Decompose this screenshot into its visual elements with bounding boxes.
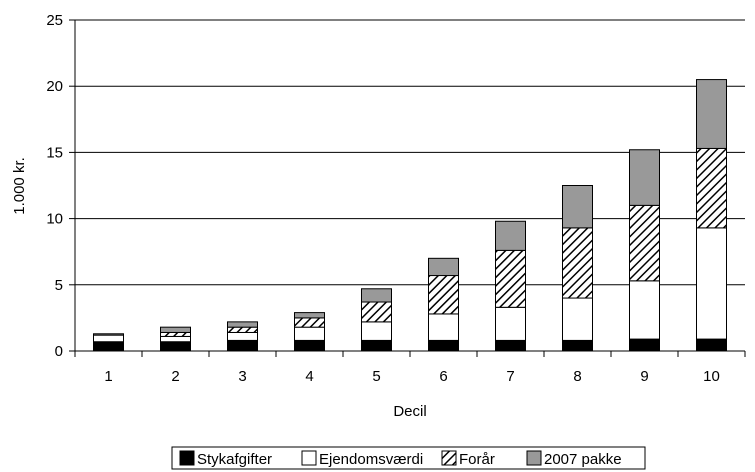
bar-segment-4-decil-8 bbox=[562, 185, 593, 229]
legend-swatch bbox=[441, 450, 457, 466]
x-tick-label: 4 bbox=[305, 368, 313, 385]
x-tick-label: 3 bbox=[238, 368, 246, 385]
y-axis-label: 1.000 kr. bbox=[11, 157, 28, 215]
bar-segment-4-decil-9 bbox=[629, 149, 660, 206]
bar-segment-3-decil-9 bbox=[629, 204, 660, 282]
x-tick-label: 9 bbox=[640, 368, 648, 385]
bar-segment-4-decil-6 bbox=[428, 257, 459, 277]
bar-segment-2-decil-4 bbox=[294, 326, 325, 341]
bar-segment-1-decil-10 bbox=[696, 338, 727, 352]
axes bbox=[69, 19, 746, 357]
bar-segment-1-decil-3 bbox=[227, 339, 258, 352]
y-tick-label: 0 bbox=[55, 343, 63, 360]
bar-segment-3-decil-6 bbox=[428, 275, 459, 315]
bar-segment-3-decil-8 bbox=[562, 227, 593, 299]
bar-segment-1-decil-2 bbox=[160, 341, 191, 352]
bars bbox=[93, 79, 727, 352]
bar-segment-1-decil-4 bbox=[294, 339, 325, 352]
x-tick-label: 2 bbox=[171, 368, 179, 385]
legend-label: Forår bbox=[459, 451, 495, 468]
bar-segment-4-decil-3 bbox=[227, 321, 258, 328]
bar-segment-2-decil-3 bbox=[227, 331, 258, 341]
x-tick-label: 7 bbox=[506, 368, 514, 385]
x-tick-label: 6 bbox=[439, 368, 447, 385]
bar-segment-4-decil-2 bbox=[160, 326, 191, 333]
legend-label: 2007 pakke bbox=[544, 451, 622, 468]
bar-segment-2-decil-7 bbox=[495, 306, 526, 341]
bar-segment-3-decil-10 bbox=[696, 147, 727, 229]
x-tick-label: 8 bbox=[573, 368, 581, 385]
bar-segment-4-decil-7 bbox=[495, 220, 526, 251]
bar-segment-1-decil-1 bbox=[93, 341, 124, 352]
bar-segment-3-decil-2 bbox=[160, 331, 191, 337]
bar-segment-4-decil-1 bbox=[93, 333, 124, 336]
bar-segment-2-decil-6 bbox=[428, 313, 459, 341]
bar-segment-1-decil-8 bbox=[562, 339, 593, 352]
legend: Stykafgifter Ejendomsværdi Forår 2007 pakke bbox=[171, 446, 646, 470]
y-tick-label: 5 bbox=[55, 277, 63, 294]
bar-segment-1-decil-5 bbox=[361, 339, 392, 352]
bar-segment-1-decil-6 bbox=[428, 339, 459, 352]
bar-segment-3-decil-7 bbox=[495, 249, 526, 308]
y-tick-label: 20 bbox=[46, 78, 63, 95]
bar-segment-1-decil-9 bbox=[629, 338, 660, 352]
x-axis-label: Decil bbox=[393, 403, 426, 420]
y-tick-label: 10 bbox=[46, 211, 63, 228]
bar-segment-2-decil-5 bbox=[361, 321, 392, 341]
legend-swatch bbox=[301, 450, 317, 466]
bar-segment-2-decil-10 bbox=[696, 227, 727, 340]
bar-segment-4-decil-5 bbox=[361, 288, 392, 303]
bar-segment-2-decil-2 bbox=[160, 335, 191, 343]
x-tick-label: 5 bbox=[372, 368, 380, 385]
bar-segment-3-decil-3 bbox=[227, 326, 258, 333]
x-tick-label: 1 bbox=[104, 368, 112, 385]
bar-segment-2-decil-9 bbox=[629, 280, 660, 340]
bar-segment-2-decil-8 bbox=[562, 297, 593, 341]
y-tick-label: 25 bbox=[46, 12, 63, 29]
legend-label: Stykafgifter bbox=[197, 451, 272, 468]
legend-swatch bbox=[526, 450, 542, 466]
tick-labels: 0 5 10 15 20 25 1 2 3 4 5 6 7 8 9 10 bbox=[46, 12, 720, 385]
bar-segment-1-decil-7 bbox=[495, 339, 526, 352]
legend-swatch bbox=[179, 450, 195, 466]
bar-segment-2-decil-1 bbox=[93, 334, 124, 343]
x-tick-label: 10 bbox=[703, 368, 720, 385]
bar-segment-4-decil-4 bbox=[294, 312, 325, 319]
bar-segment-3-decil-4 bbox=[294, 317, 325, 328]
bar-segment-4-decil-10 bbox=[696, 79, 727, 149]
legend-label: Ejendomsværdi bbox=[319, 451, 423, 468]
y-tick-label: 15 bbox=[46, 144, 63, 161]
bar-segment-3-decil-5 bbox=[361, 301, 392, 323]
